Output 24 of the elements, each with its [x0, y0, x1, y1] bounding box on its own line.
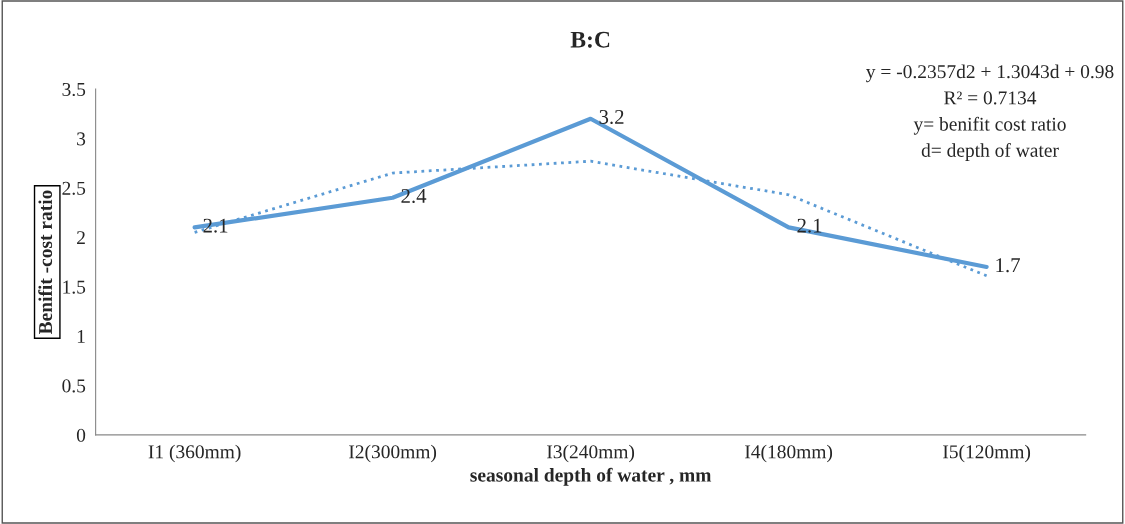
x-tick-label: I5(120mm) [943, 444, 1031, 463]
data-label: 1.7 [996, 258, 1020, 273]
annotation: d= depth of water [921, 143, 1059, 161]
x-tick-label: I1 (360mm) [148, 444, 241, 463]
data-label: 3.2 [599, 109, 624, 125]
y-tick-label: 2 [77, 231, 85, 245]
data-label: 2.4 [401, 188, 427, 204]
y-tick-label: 2.5 [62, 181, 86, 195]
data-label: 2.1 [797, 218, 822, 233]
y-tick-label: 0 [76, 428, 86, 442]
y-tick-label: 0.5 [62, 379, 86, 393]
x-tick-label: I2(300mm) [349, 444, 437, 463]
x-tick-label: I4(180mm) [745, 444, 833, 463]
y-tick-label: 3.5 [62, 82, 86, 97]
x-axis-title: seasonal depth of water , mm [470, 467, 712, 486]
chart-title: B:C [570, 31, 610, 48]
y-tick-label: 1.5 [63, 280, 86, 294]
text: y = -0.2357d2 + 1.3043d + 0.98 [866, 64, 1114, 83]
x-tick-label: I3(240mm) [547, 444, 635, 463]
y-axis-title: Benifit -cost ratio [38, 190, 53, 335]
y-tick-label: 3 [77, 132, 86, 146]
annotation: y= benifit cost ratio [913, 116, 1066, 135]
annotation: R² = 0.7134 [944, 91, 1037, 105]
y-tick-label: 1 [77, 330, 85, 343]
